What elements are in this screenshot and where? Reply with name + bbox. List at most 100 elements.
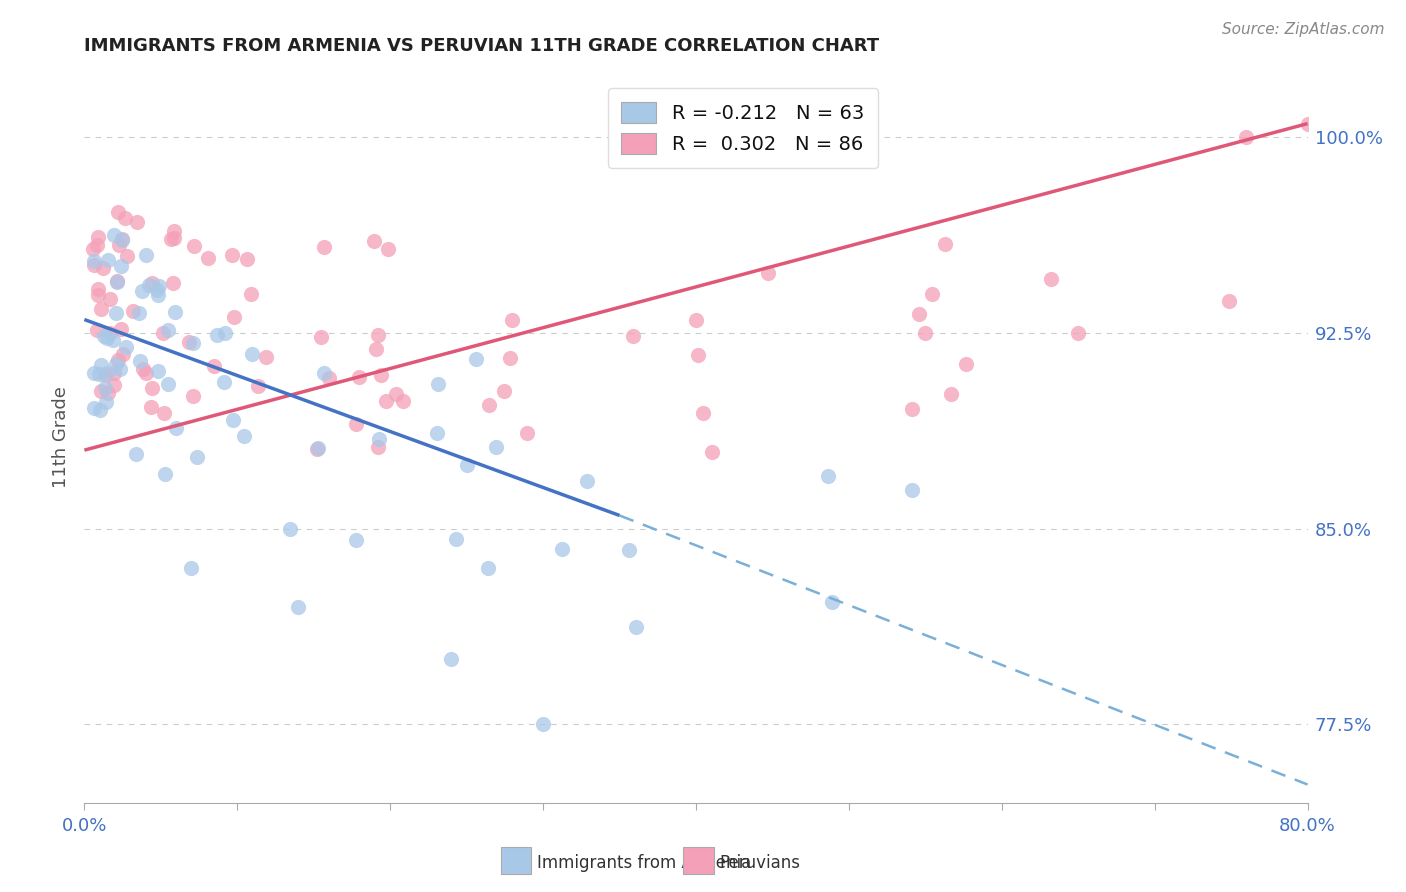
Point	[93, 328, 115, 343]
Point	[129, 354, 152, 368]
Point	[90, 301, 112, 316]
Point	[214, 326, 236, 340]
Point	[180, 560, 202, 574]
Text: Peruvians: Peruvians	[720, 855, 801, 872]
Point	[141, 276, 163, 290]
Point	[108, 237, 131, 252]
Point	[111, 233, 134, 247]
Point	[205, 328, 228, 343]
Point	[97, 252, 120, 267]
Point	[97, 385, 120, 400]
Point	[758, 266, 780, 280]
Text: Immigrants from Armenia: Immigrants from Armenia	[537, 855, 751, 872]
Point	[502, 312, 524, 326]
Point	[183, 389, 205, 403]
Point	[370, 368, 392, 383]
Point	[941, 387, 963, 401]
Point	[367, 328, 389, 343]
Point	[86, 282, 108, 296]
Point	[254, 351, 277, 365]
Point	[499, 351, 522, 366]
Point	[163, 305, 186, 319]
Point	[344, 417, 367, 431]
Point	[157, 376, 180, 391]
Point	[98, 326, 121, 340]
Point	[87, 368, 110, 382]
Point	[364, 342, 387, 356]
Point	[318, 371, 340, 385]
Point	[86, 287, 108, 301]
Text: Source: ZipAtlas.com: Source: ZipAtlas.com	[1222, 22, 1385, 37]
Point	[465, 351, 488, 366]
Point	[82, 242, 104, 256]
Point	[177, 335, 200, 350]
Point	[94, 395, 117, 409]
Point	[392, 394, 415, 409]
Point	[309, 330, 332, 344]
Point	[221, 248, 243, 262]
Point	[901, 402, 924, 417]
Point	[90, 384, 112, 399]
Point	[160, 232, 183, 246]
Point	[104, 306, 127, 320]
Point	[108, 362, 131, 376]
Point	[377, 242, 399, 256]
Point	[484, 441, 506, 455]
Point	[236, 252, 259, 266]
Point	[1067, 326, 1090, 340]
Point	[700, 445, 723, 459]
Point	[152, 326, 174, 340]
Point	[114, 211, 136, 225]
Point	[90, 359, 112, 373]
Point	[103, 228, 125, 243]
Point	[232, 429, 254, 443]
Point	[138, 278, 160, 293]
Point	[153, 467, 176, 481]
Point	[900, 483, 922, 497]
Y-axis label: 11th Grade: 11th Grade	[52, 386, 70, 488]
Point	[107, 352, 129, 367]
Point	[921, 287, 943, 301]
Point	[83, 254, 105, 268]
Point	[87, 229, 110, 244]
Point	[100, 292, 122, 306]
Point	[197, 251, 219, 265]
Point	[163, 231, 186, 245]
Point	[96, 331, 118, 345]
Point	[132, 361, 155, 376]
Point	[131, 284, 153, 298]
Point	[222, 413, 245, 427]
Point	[128, 306, 150, 320]
Point	[440, 652, 463, 666]
Point	[101, 334, 124, 348]
Point	[367, 441, 389, 455]
Point	[212, 376, 235, 390]
Point	[153, 406, 176, 420]
Point	[619, 542, 641, 557]
Point	[165, 421, 187, 435]
Point	[145, 284, 167, 298]
Point	[686, 347, 709, 361]
Point	[367, 432, 389, 446]
Point	[347, 370, 370, 384]
Point	[278, 522, 301, 536]
Point	[516, 425, 538, 440]
Point	[624, 620, 647, 634]
Point	[96, 366, 118, 380]
Point	[531, 717, 554, 731]
Point	[477, 561, 499, 575]
Point	[127, 215, 149, 229]
Point	[202, 359, 225, 374]
Point	[240, 347, 263, 361]
Point	[162, 277, 184, 291]
Point	[307, 442, 329, 456]
Point	[955, 357, 977, 371]
Point	[135, 366, 157, 380]
Point	[135, 248, 157, 262]
Point	[914, 326, 936, 340]
Point	[105, 357, 128, 371]
Point	[287, 599, 309, 614]
Point	[692, 406, 714, 420]
Point	[103, 377, 125, 392]
Point	[103, 366, 125, 380]
